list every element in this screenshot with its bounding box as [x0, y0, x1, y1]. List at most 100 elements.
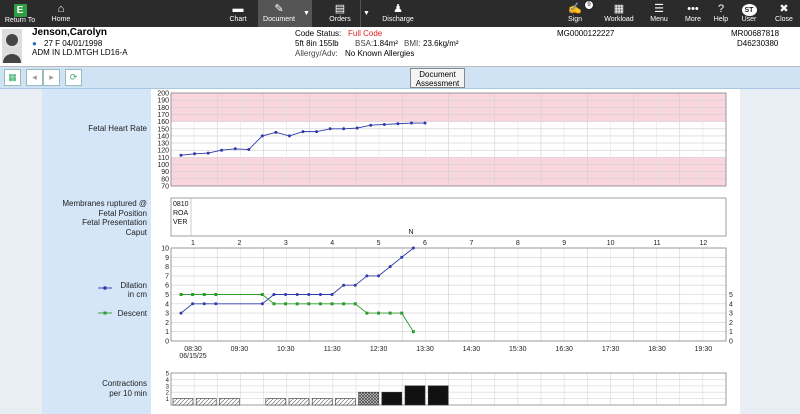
hour-tick-label: 3 [284, 240, 288, 247]
hour-tick-label: 2 [237, 240, 241, 247]
bmi-value: 23.6kg/m² [423, 39, 459, 48]
close-button[interactable]: ✖ Close [770, 0, 798, 27]
fhr-y-tick-label: 180 [157, 105, 169, 112]
descent-data-point [318, 302, 322, 306]
dilation-y-tick-label: 0 [165, 339, 169, 346]
return-to-button[interactable]: E Return To [2, 0, 38, 27]
home-label: Home [51, 16, 71, 23]
descent-y-tick-label: 4 [729, 301, 733, 308]
time-tick-label: 10:30 [277, 346, 295, 353]
view-toolbar [0, 67, 800, 89]
person-silhouette-icon [3, 34, 21, 63]
fhr-y-tick-label: 140 [157, 133, 169, 140]
discharge-button[interactable]: ♟ Discharge [378, 0, 418, 27]
help-button[interactable]: ? Help [709, 0, 733, 27]
calendar-icon: ▦ [613, 3, 625, 15]
dilation-data-point [284, 293, 288, 296]
time-tick-label: 11:30 [324, 346, 341, 353]
menu-button[interactable]: ☰ Menu [645, 0, 673, 27]
time-tick-label: 17:30 [602, 346, 620, 353]
descent-y-tick-label: 1 [729, 329, 733, 336]
orders-label: Orders [329, 16, 351, 23]
contractions-unit-label: per 10 min [109, 389, 147, 398]
document-button[interactable]: ✎ Document [258, 0, 300, 27]
fhr-data-point [233, 147, 237, 151]
dilation-y-tick-label: 9 [165, 255, 169, 262]
signature-icon: ✍ [568, 3, 582, 15]
allergy-value: No Known Allergies [345, 49, 415, 58]
left-rail [0, 89, 42, 414]
descent-data-point [330, 302, 334, 306]
info-icon[interactable]: ● [32, 39, 37, 48]
fetal-position-label: Fetal Position [98, 209, 147, 218]
row-label-column [42, 89, 151, 414]
fhr-data-point [193, 152, 197, 156]
previous-arrow-icon[interactable]: ◂ [26, 69, 43, 86]
contraction-bar [172, 398, 194, 406]
workload-button[interactable]: ▦ Workload [603, 0, 635, 27]
user-button[interactable]: ST User [737, 0, 761, 27]
document-assessment-button[interactable]: Document Assessment [410, 68, 465, 88]
labor-plot-frame [170, 247, 727, 342]
hour-tick-label: 1 [191, 240, 195, 247]
time-tick-label: 19:30 [695, 346, 713, 353]
time-tick-label: 18:30 [648, 346, 666, 353]
chart-label: Chart [229, 16, 247, 23]
descent-data-point [411, 330, 415, 334]
caput-value: N [408, 229, 413, 236]
dilation-y-tick-label: 1 [165, 329, 169, 336]
app-logo-icon: E [13, 3, 27, 17]
time-tick-label: 09:30 [231, 346, 249, 353]
menu-label: Menu [650, 16, 668, 23]
membranes-label: Membranes ruptured @ [62, 199, 147, 208]
grid-view-icon[interactable]: ▦ [4, 69, 21, 86]
descent-series-line [181, 294, 414, 332]
contraction-bar [427, 385, 449, 406]
fhr-data-point [247, 148, 251, 152]
home-icon: ⌂ [57, 3, 65, 15]
more-button[interactable]: ••• More [681, 0, 705, 27]
home-button[interactable]: ⌂ Home [44, 0, 78, 27]
fhr-data-point [328, 127, 332, 131]
fhr-plot-frame [170, 92, 727, 187]
sign-button[interactable]: ✍ Sign [560, 0, 590, 27]
fhr-y-tick-label: 190 [157, 98, 169, 105]
descent-y-tick-label: 5 [729, 292, 733, 299]
fhr-data-point [179, 153, 183, 157]
help-icon: ? [717, 3, 725, 15]
top-navigation-bar: E Return To ⌂ Home ▬ Chart ✎ Document ▼ … [0, 0, 800, 27]
orders-menu-caret[interactable]: ▼ [360, 0, 372, 27]
time-tick-label: 12:30 [370, 346, 388, 353]
bmi-label: BMI: [404, 39, 421, 48]
fhr-data-point [206, 151, 210, 155]
patient-photo-avatar [2, 29, 22, 63]
close-label: Close [775, 16, 793, 23]
refresh-icon[interactable]: ⟳ [65, 69, 82, 86]
descent-data-point [179, 293, 183, 296]
fhr-y-tick-label: 130 [157, 141, 169, 148]
descent-data-point [191, 293, 195, 296]
workload-label: Workload [604, 16, 634, 23]
dilation-data-point [191, 302, 195, 306]
fetal-presentation-value: VER [173, 219, 187, 226]
bsa-value: 1.84m² [373, 39, 398, 48]
dilation-data-point [179, 311, 183, 315]
dilation-data-point [214, 302, 218, 306]
document-menu-caret[interactable]: ▼ [300, 0, 312, 27]
fhr-y-tick-label: 160 [157, 119, 169, 126]
hour-tick-label: 8 [516, 240, 520, 247]
descent-data-point [365, 311, 369, 315]
height-weight: 5ft 8in 155lb [295, 39, 339, 48]
user-label: User [741, 16, 757, 23]
time-tick-label: 15:30 [509, 346, 527, 353]
contraction-bar [404, 385, 426, 406]
patient-name[interactable]: Jenson,Carolyn [32, 27, 108, 38]
next-arrow-icon[interactable]: ▸ [43, 69, 60, 86]
sign-count-badge: 9 [584, 0, 594, 10]
fhr-y-tick-label: 110 [158, 155, 169, 162]
chart-button[interactable]: ▬ Chart [222, 0, 254, 27]
contractions-label: Contractions [102, 379, 147, 388]
orders-button[interactable]: ▤ Orders [322, 0, 358, 27]
descent-legend-marker [103, 311, 107, 315]
